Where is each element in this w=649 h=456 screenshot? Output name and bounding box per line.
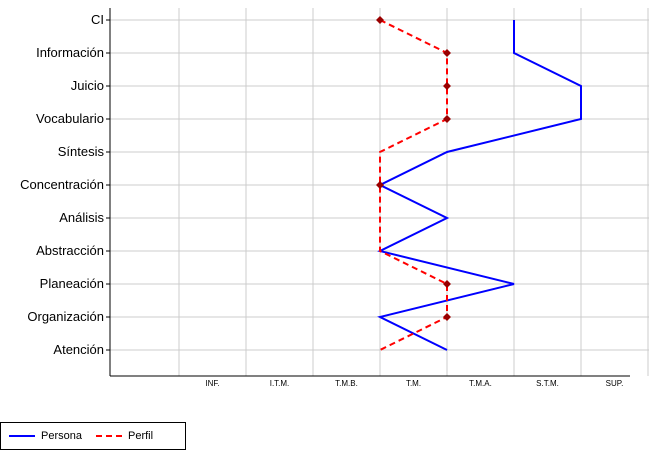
series-marker-perfil [376, 16, 384, 24]
category-label: CI [91, 12, 104, 27]
category-label: Organización [27, 309, 104, 324]
level-tick-labels: INF. I.T.M. T.M.B. T.M. T.M.A. S.T.M. SUP. [205, 379, 623, 388]
category-label: Juicio [71, 78, 104, 93]
level-tick-label: I.T.M. [270, 379, 290, 388]
category-label: Análisis [59, 210, 104, 225]
category-label: Vocabulario [36, 111, 104, 126]
level-tick-label: INF. [205, 379, 219, 388]
series-marker-perfil [443, 82, 451, 90]
level-tick-label: T.M.A. [469, 379, 492, 388]
category-label: Información [36, 45, 104, 60]
legend-swatch-persona [9, 435, 35, 437]
profile-chart: CI Información Juicio Vocabulario Síntesis Co… [20, 8, 649, 388]
series-marker-perfil [443, 313, 451, 321]
axes [106, 8, 630, 377]
series-marker-perfil [443, 115, 451, 123]
level-tick-label: T.M. [406, 379, 421, 388]
legend-item-perfil: Perfil [95, 430, 154, 442]
level-tick-label: S.T.M. [536, 379, 559, 388]
category-label: Abstracción [36, 243, 104, 258]
level-tick-label: SUP. [606, 379, 624, 388]
category-labels: CI Información Juicio Vocabulario Síntesis Co… [20, 12, 104, 357]
series-markers [376, 16, 451, 321]
category-label: Síntesis [58, 144, 105, 159]
category-label: Concentración [20, 177, 104, 192]
series-marker-perfil [443, 49, 451, 57]
series-marker-perfil [376, 181, 384, 189]
legend-item-persona: Persona [9, 430, 82, 442]
chart-legend: Persona Perfil [0, 422, 186, 450]
legend-swatch-perfil [95, 435, 122, 437]
series-line-perfil [379, 19, 448, 351]
level-tick-label: T.M.B. [335, 379, 358, 388]
category-label: Planeación [40, 276, 104, 291]
legend-label-persona: Persona [41, 430, 82, 442]
series-marker-perfil [443, 280, 451, 288]
legend-label-perfil: Perfil [127, 430, 154, 442]
category-label: Atención [53, 342, 104, 357]
